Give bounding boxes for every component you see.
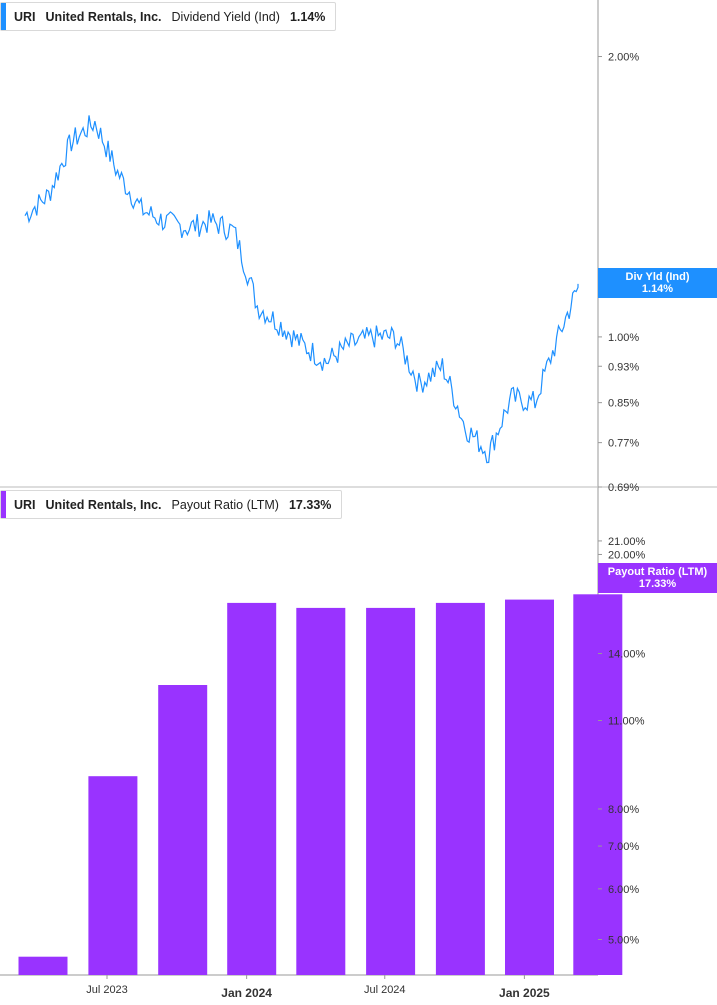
dividend-yield-value-tag: Div Yld (Ind) 1.14%	[598, 268, 717, 298]
y-tick-label: 7.00%	[608, 841, 639, 853]
legend-ticker: URI	[14, 9, 36, 24]
payout-ratio-y-axis: 21.00%20.00% 14.00% 11.00% 8.00% 7.00% 6.00% 5…	[598, 536, 646, 946]
y-tick-label: 8.00%	[608, 804, 639, 816]
legend-color-swatch	[1, 3, 6, 30]
tag-label: Div Yld (Ind)	[625, 271, 690, 283]
dividend-yield-legend: URI United Rentals, Inc. Dividend Yield …	[0, 2, 337, 31]
legend-metric: Payout Ratio (LTM)	[171, 497, 279, 512]
y-tick-label: 21.00%	[608, 536, 646, 548]
y-tick-label: 0.69%	[608, 482, 639, 494]
legend-metric: Dividend Yield (Ind)	[171, 9, 280, 24]
payout-ratio-bar	[366, 607, 416, 975]
legend-company: United Rentals, Inc.	[45, 9, 162, 24]
payout-ratio-bar	[227, 602, 277, 975]
payout-ratio-bar	[435, 602, 485, 975]
payout-ratio-bar	[88, 776, 138, 975]
payout-ratio-value-tag: Payout Ratio (LTM) 17.33%	[598, 563, 717, 593]
payout-ratio-plot	[18, 594, 623, 975]
legend-color-swatch	[1, 491, 6, 518]
y-tick-label: 2.00%	[608, 52, 639, 64]
legend-value: 17.33%	[288, 497, 332, 512]
payout-ratio-bar	[18, 956, 68, 975]
x-axis: Jul 2023 Jan 2024 Jul 2024 Jan 2025	[86, 975, 550, 1000]
tag-value: 1.14%	[641, 283, 674, 295]
y-tick-label: 0.93%	[608, 361, 639, 373]
y-tick-label: 11.00%	[608, 716, 645, 728]
x-tick-label: Jul 2023	[86, 984, 128, 996]
y-tick-label: 1.00%	[608, 332, 639, 344]
y-tick-label: 0.77%	[608, 438, 639, 450]
payout-ratio-legend: URI United Rentals, Inc. Payout Ratio (L…	[0, 490, 343, 519]
y-tick-label: 14.00%	[608, 649, 646, 661]
payout-ratio-bar	[573, 594, 623, 975]
y-tick-label: 20.00%	[608, 549, 646, 561]
y-tick-label: 6.00%	[608, 884, 639, 896]
legend-ticker: URI	[14, 497, 36, 512]
y-tick-label: 0.85%	[608, 398, 639, 410]
tag-label: Payout Ratio (LTM)	[607, 566, 708, 578]
x-tick-label: Jul 2024	[364, 984, 406, 996]
payout-ratio-bar	[158, 685, 208, 975]
y-tick-label: 5.00%	[608, 934, 639, 946]
dividend-yield-plot	[24, 115, 579, 464]
legend-value: 1.14%	[289, 9, 326, 24]
x-tick-label: Jan 2025	[499, 986, 550, 1000]
dividend-yield-y-axis: 2.00% 1.00% 0.93% 0.85% 0.77% 0.69%	[598, 52, 639, 494]
dividend-yield-line	[24, 115, 579, 464]
payout-ratio-bar	[505, 599, 554, 975]
payout-ratio-bar	[296, 607, 346, 975]
tag-value: 17.33%	[638, 578, 677, 590]
x-tick-label: Jan 2024	[221, 986, 272, 1000]
legend-company: United Rentals, Inc.	[45, 497, 162, 512]
